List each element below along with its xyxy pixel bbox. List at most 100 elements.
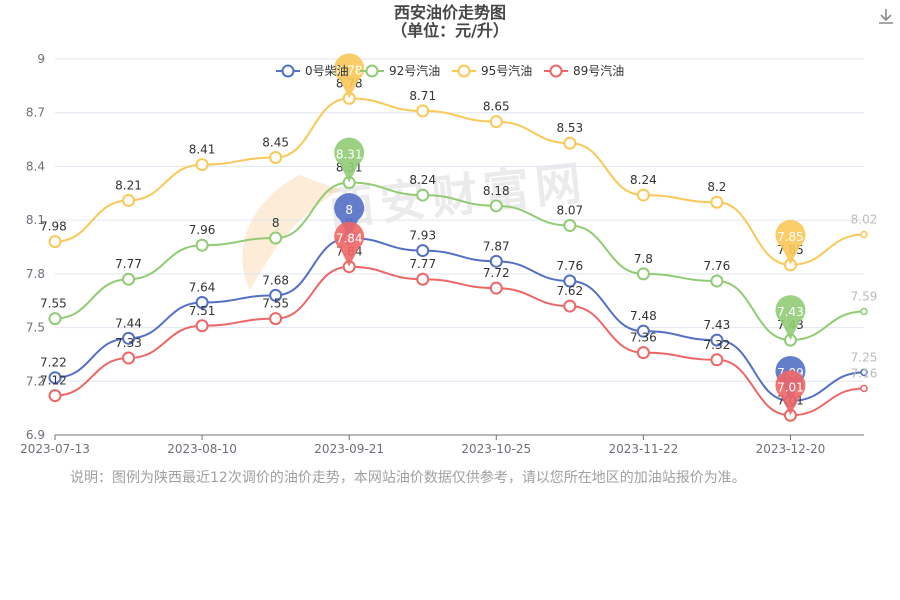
legend[interactable]: 0号柴油 92号汽油 95号汽油 89号汽油 xyxy=(276,63,624,78)
max-markpoint-value: 8.31 xyxy=(336,148,363,162)
data-point[interactable] xyxy=(269,288,283,302)
data-label: 7.77 xyxy=(409,257,436,271)
data-point[interactable] xyxy=(269,231,283,245)
data-point[interactable] xyxy=(636,267,650,281)
data-point[interactable] xyxy=(122,331,136,345)
data-label: 7.96 xyxy=(189,223,216,237)
data-point[interactable] xyxy=(860,368,868,377)
data-point[interactable] xyxy=(563,219,577,233)
data-label: 8.24 xyxy=(630,173,657,187)
data-label: 8.2 xyxy=(707,180,726,194)
data-point[interactable] xyxy=(489,254,503,268)
legend-item[interactable]: 0号柴油 xyxy=(276,64,349,78)
data-label: 7.33 xyxy=(115,336,142,350)
data-point[interactable] xyxy=(416,272,430,286)
data-labels: 7.22 7.44 7.64 7.68 8 7.93 7.87 7.76 7.48 7.43 7.0… xyxy=(40,76,877,407)
data-label: 8.71 xyxy=(409,89,436,103)
watermark-swoosh xyxy=(242,175,340,290)
min-markpoint-shape xyxy=(775,370,806,416)
data-label: 7.32 xyxy=(704,338,731,352)
x-tick-label: 2023-09-21 xyxy=(314,442,384,456)
data-label: 7.77 xyxy=(115,257,142,271)
y-tick-label: 7.2 xyxy=(26,374,45,388)
data-label: 8.45 xyxy=(262,135,289,149)
legend-swatch-marker xyxy=(365,64,379,78)
max-markpoint-value: 8.78 xyxy=(336,63,363,77)
data-label: 7.62 xyxy=(556,284,583,298)
data-label: 7.36 xyxy=(630,331,657,345)
data-point[interactable] xyxy=(48,312,62,326)
data-point[interactable] xyxy=(636,324,650,338)
data-label: 7.51 xyxy=(189,304,216,318)
data-point[interactable] xyxy=(416,188,430,202)
data-point[interactable] xyxy=(563,274,577,288)
data-point[interactable] xyxy=(636,188,650,202)
data-label: 7.55 xyxy=(262,297,289,311)
data-point[interactable] xyxy=(122,193,136,207)
data-label: 7.93 xyxy=(409,229,436,243)
data-label: 7.76 xyxy=(556,259,583,273)
data-label: 8.21 xyxy=(115,178,142,192)
min-markpoint-shape xyxy=(775,219,806,265)
data-label: 7.16 xyxy=(851,366,878,380)
data-label: 7.8 xyxy=(634,252,653,266)
data-point[interactable] xyxy=(489,199,503,213)
legend-label: 0号柴油 xyxy=(305,64,349,78)
data-point[interactable] xyxy=(710,333,724,347)
series-line xyxy=(54,181,865,342)
y-tick-label: 8.4 xyxy=(26,159,45,173)
legend-item[interactable]: 95号汽油 xyxy=(452,63,532,78)
data-point[interactable] xyxy=(48,235,62,249)
legend-item[interactable]: 92号汽油 xyxy=(360,63,440,78)
x-tick-label: 2023-07-13 xyxy=(20,442,90,456)
data-point[interactable] xyxy=(710,195,724,209)
data-point[interactable] xyxy=(269,312,283,326)
legend-swatch-marker xyxy=(457,64,471,78)
x-tick-label: 2023-10-25 xyxy=(461,442,531,456)
data-point[interactable] xyxy=(195,296,209,310)
data-label: 7.12 xyxy=(40,374,67,388)
series-line xyxy=(54,237,865,402)
legend-label: 95号汽油 xyxy=(481,63,532,78)
data-point[interactable] xyxy=(489,115,503,129)
data-point[interactable] xyxy=(48,371,62,385)
data-point[interactable] xyxy=(636,346,650,360)
data-point[interactable] xyxy=(269,150,283,164)
max-markpoint-shape xyxy=(334,137,365,183)
download-icon[interactable] xyxy=(876,6,896,26)
data-point[interactable] xyxy=(195,238,209,252)
series-line xyxy=(54,265,865,417)
data-label: 8.41 xyxy=(189,143,216,157)
data-label: 8.24 xyxy=(409,173,436,187)
data-label: 8.18 xyxy=(483,184,510,198)
data-point[interactable] xyxy=(416,104,430,118)
data-point[interactable] xyxy=(122,351,136,365)
max-markpoint: 8 xyxy=(334,193,365,239)
min-markpoint-value: 7.01 xyxy=(777,380,804,394)
min-markpoint: 7.85 xyxy=(775,219,806,265)
data-label: 7.98 xyxy=(40,220,67,234)
data-label: 8.65 xyxy=(483,100,510,114)
data-point[interactable] xyxy=(710,274,724,288)
data-point[interactable] xyxy=(489,281,503,295)
min-markpoint: 7.01 xyxy=(775,370,806,416)
data-point[interactable] xyxy=(195,158,209,172)
data-point[interactable] xyxy=(416,244,430,258)
data-label: 7.68 xyxy=(262,273,289,287)
legend-label: 89号汽油 xyxy=(573,63,624,78)
chart-title-main: 西安油价走势图 xyxy=(393,3,506,22)
x-tick-label: 2023-08-10 xyxy=(167,442,237,456)
data-label: 8 xyxy=(272,216,280,230)
data-label: 7.44 xyxy=(115,316,142,330)
data-point[interactable] xyxy=(860,384,868,393)
data-point[interactable] xyxy=(860,307,868,316)
y-tick-label: 8.1 xyxy=(26,213,45,227)
data-point[interactable] xyxy=(563,136,577,150)
data-point[interactable] xyxy=(563,299,577,313)
data-point[interactable] xyxy=(860,230,868,239)
data-point[interactable] xyxy=(195,319,209,333)
legend-item[interactable]: 89号汽油 xyxy=(544,63,624,78)
data-point[interactable] xyxy=(122,272,136,286)
data-point[interactable] xyxy=(48,389,62,403)
data-point[interactable] xyxy=(710,353,724,367)
